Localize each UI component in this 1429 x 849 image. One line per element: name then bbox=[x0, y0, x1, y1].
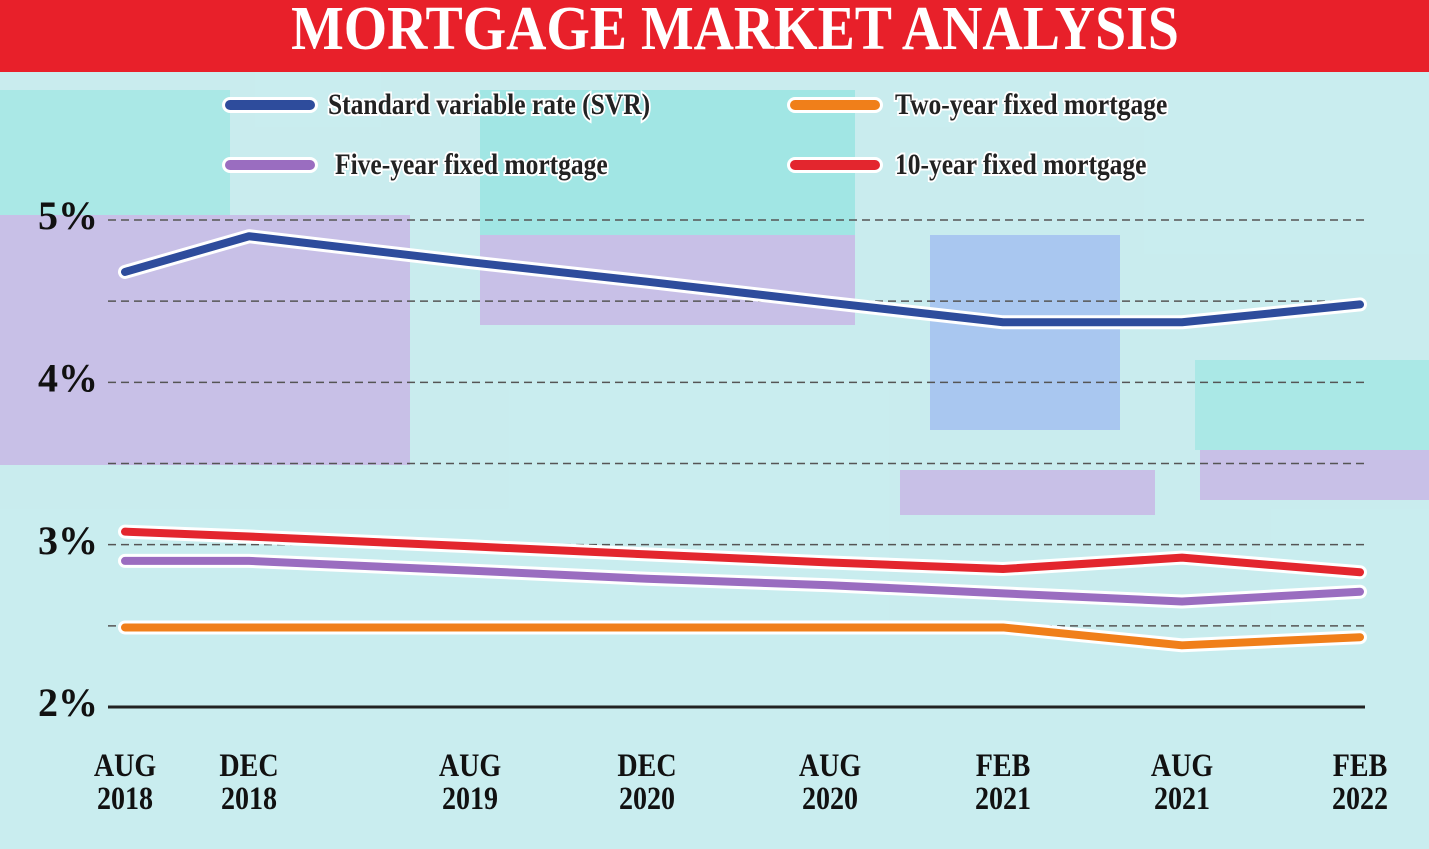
background bbox=[0, 72, 1429, 849]
legend-label: Standard variable rate (SVR) bbox=[328, 88, 650, 121]
chart-title: MORTGAGE MARKET ANALYSIS bbox=[291, 0, 1179, 63]
sign bbox=[1195, 360, 1429, 450]
legend-label: Five-year fixed mortgage bbox=[335, 148, 608, 181]
y-tick-label: 2% bbox=[38, 680, 98, 725]
x-tick-label: AUG 2019 bbox=[438, 748, 502, 817]
sign bbox=[930, 235, 1120, 430]
line bbox=[121, 527, 1364, 577]
y-tick-label: 4% bbox=[38, 356, 98, 401]
y-tick-label: 5% bbox=[38, 193, 98, 238]
x-tick-label: FEB 2021 bbox=[974, 748, 1032, 817]
x-tick-label: AUG 2021 bbox=[1150, 748, 1214, 817]
title-bar bbox=[0, 0, 1429, 72]
x-tick-label: AUG 2020 bbox=[798, 748, 862, 817]
x-tick-label: DEC 2020 bbox=[617, 748, 677, 817]
x-tick-label: FEB 2022 bbox=[1331, 748, 1389, 817]
y-tick-label: 3% bbox=[38, 518, 98, 563]
sign bbox=[0, 90, 230, 215]
x-tick-label: DEC 2018 bbox=[219, 748, 279, 817]
legend-label: 10-year fixed mortgage bbox=[895, 148, 1147, 181]
sign bbox=[0, 215, 410, 465]
line bbox=[121, 556, 1364, 606]
x-tick-label: AUG 2018 bbox=[93, 748, 157, 817]
sign bbox=[900, 470, 1155, 515]
line bbox=[121, 232, 1364, 327]
legend-label: Two-year fixed mortgage bbox=[895, 88, 1167, 121]
line bbox=[121, 623, 1364, 650]
